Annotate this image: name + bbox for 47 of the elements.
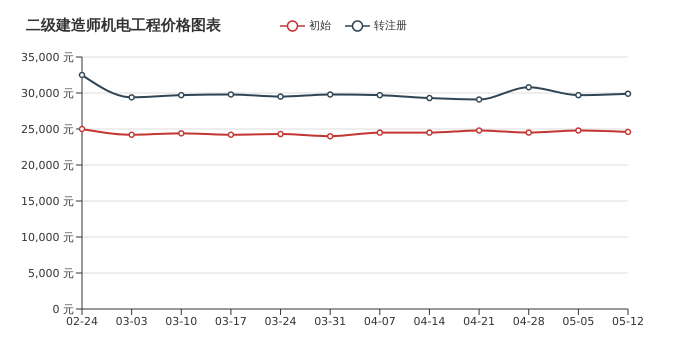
legend-label: 初始 [309,18,331,33]
x-tick-label: 05-05 [562,314,594,328]
y-tick-label: 20,000 元 [21,158,74,172]
point [228,91,234,98]
x-tick-label: 02-24 [66,314,98,328]
y-tick-label: 30,000 元 [21,86,74,100]
point [128,132,135,138]
x-tick-label: 03-24 [264,314,297,328]
point [228,132,234,138]
x-tick-label: 04-21 [463,314,496,328]
point [376,129,384,136]
chart-title: 二级建造师机电工程价格图表 [26,16,221,35]
point [476,127,482,134]
point [277,130,284,138]
y-tick-label: 0 元 [52,302,74,316]
point [277,93,284,100]
x-tick-label: 04-07 [364,314,396,328]
point [178,130,185,137]
x-tick-label: 03-31 [314,314,346,328]
point [78,72,86,78]
point [326,132,334,140]
point [128,94,135,101]
point [376,92,384,98]
point [624,90,632,97]
x-tick-label: 03-10 [165,314,198,328]
point [426,94,433,102]
point [525,84,532,90]
x-tick-label: 03-03 [116,314,148,328]
point [575,92,582,98]
point [525,129,532,136]
y-tick-label: 10,000 元 [21,230,74,244]
y-tick-label: 5,000 元 [28,266,74,280]
x-tick-label: 04-28 [512,314,545,328]
y-tick-label: 25,000 元 [21,122,74,136]
y-tick-label: 35,000 元 [21,50,74,64]
point [426,129,433,136]
x-tick-label: 03-17 [214,314,247,328]
point [624,128,632,136]
point [476,96,482,103]
point [78,126,86,132]
point [575,127,582,134]
point [178,92,185,98]
y-tick-label: 15,000 元 [21,194,74,208]
x-tick-label: 04-14 [413,314,446,328]
legend-label: 转注册 [374,18,407,33]
point [326,91,334,98]
x-tick-label: 05-12 [612,314,644,328]
